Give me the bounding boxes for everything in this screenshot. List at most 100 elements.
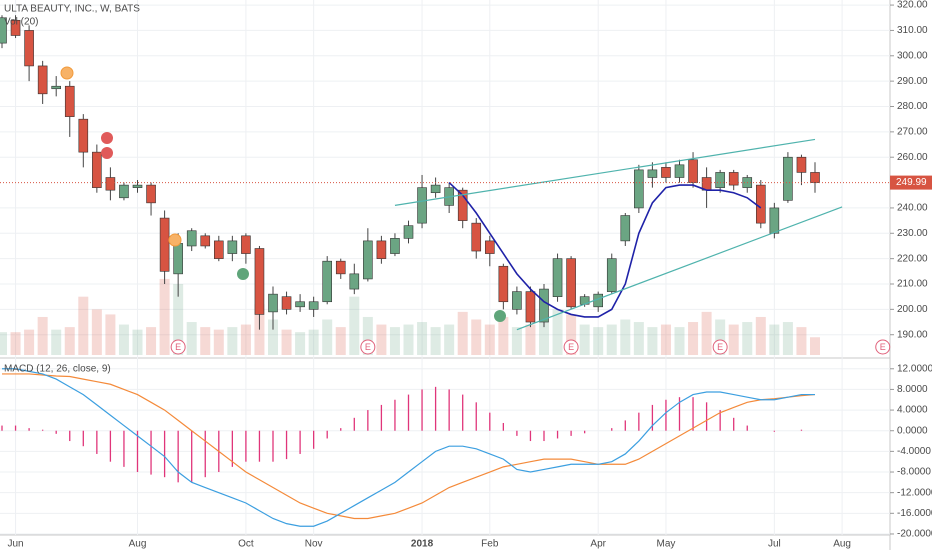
candle-body [471, 222, 482, 252]
candle-body [783, 156, 793, 201]
volume-bar [728, 324, 739, 355]
volume-bar [674, 327, 685, 355]
volume-bar [200, 327, 211, 355]
volume-bar [579, 324, 590, 355]
candle-body [295, 301, 305, 308]
candle-body [92, 151, 102, 188]
macd-line [2, 368, 815, 527]
y-tick-label: 200.00 [897, 304, 928, 315]
volume-bar [362, 316, 373, 355]
dividend-icon[interactable] [60, 66, 74, 80]
candle-body [10, 19, 21, 36]
last-price-label: 249.99 [896, 177, 927, 188]
candle-body [606, 258, 617, 292]
candle-body [403, 225, 414, 239]
marks [0, 15, 891, 527]
volume-bar [78, 296, 89, 355]
volume-bar [118, 324, 129, 355]
candle-body [484, 240, 495, 254]
trend-line [516, 206, 843, 331]
candle-body [634, 169, 644, 209]
y-tick-label: 280.00 [897, 101, 928, 112]
volume-bar [91, 309, 102, 355]
candle-body [647, 169, 658, 178]
candle-body [728, 172, 739, 186]
candle-body [105, 177, 116, 191]
volume-bar [742, 322, 753, 355]
volume-bar [782, 322, 793, 355]
volume-bar [457, 311, 468, 355]
candle-body [200, 235, 211, 247]
earnings-marker[interactable] [360, 339, 376, 355]
candle-body [268, 293, 278, 313]
volume-label: Vol (20) [4, 17, 38, 28]
volume-bar [389, 327, 400, 355]
candle-body [376, 240, 387, 259]
candle-body [661, 167, 671, 178]
event-icon[interactable] [101, 147, 113, 159]
volume-bar [769, 324, 780, 355]
candle-body [769, 207, 780, 234]
candle-body [755, 184, 766, 224]
x-tick-label: Jun [7, 539, 23, 550]
volume-bar [796, 327, 807, 355]
earnings-marker[interactable] [875, 339, 891, 355]
y-tick-label: 310.00 [897, 25, 928, 36]
volume-bar [539, 322, 549, 355]
candle-body [0, 17, 7, 44]
volume-bar [810, 337, 820, 355]
volume-bar [701, 311, 712, 355]
earnings-marker[interactable] [170, 339, 186, 355]
candle-body [186, 230, 197, 247]
earnings-marker[interactable] [712, 339, 728, 355]
y-tick-label: -4.0000 [897, 446, 931, 457]
candle-body [715, 172, 725, 188]
volume-bar [471, 319, 482, 355]
volume-bar [240, 324, 251, 355]
x-tick-label: Apr [590, 539, 606, 550]
y-tick-label: 12.0000 [897, 363, 932, 374]
y-tick-label: 290.00 [897, 76, 928, 87]
volume-bar [186, 322, 197, 355]
candle-body [498, 265, 509, 303]
earnings-marker[interactable] [563, 339, 579, 355]
y-tick-label: 300.00 [897, 50, 928, 61]
candle-body [24, 30, 34, 67]
candle-body [78, 118, 89, 153]
candle-body [173, 243, 183, 275]
chart-title: ULTA BEAUTY, INC., W, BATS [4, 4, 140, 15]
candle-body [322, 260, 333, 303]
volume-bar [268, 319, 278, 355]
dividend-icon[interactable] [168, 233, 182, 247]
candle-body [539, 288, 549, 323]
y-tick-label: 190.00 [897, 329, 928, 340]
event-icon[interactable] [101, 132, 113, 144]
volume-bar [444, 324, 455, 355]
y-tick-label: -20.0000 [897, 529, 932, 540]
volume-bar [0, 332, 7, 355]
volume-bar [606, 324, 617, 355]
x-tick-label: Feb [481, 539, 499, 550]
candle-body [810, 172, 820, 183]
volume-bar [335, 327, 346, 355]
candle-body [525, 291, 536, 323]
candle-body [132, 184, 143, 188]
candle-body [796, 156, 807, 173]
candle-body [417, 187, 427, 224]
x-tick-label: Jul [768, 539, 781, 550]
macd-title: MACD (12, 26, close, 9) [4, 364, 111, 375]
volume-bar [132, 329, 143, 355]
volume-bar [525, 324, 536, 355]
event-icon[interactable] [494, 310, 506, 322]
candle-body [281, 296, 292, 310]
candle-body [566, 258, 576, 308]
candle-body [308, 301, 319, 310]
candle-body [335, 260, 346, 275]
volume-bar [173, 284, 184, 355]
candle-body [159, 217, 170, 272]
candle-body [457, 189, 468, 221]
event-icon[interactable] [237, 268, 249, 280]
volume-bar [213, 329, 224, 355]
